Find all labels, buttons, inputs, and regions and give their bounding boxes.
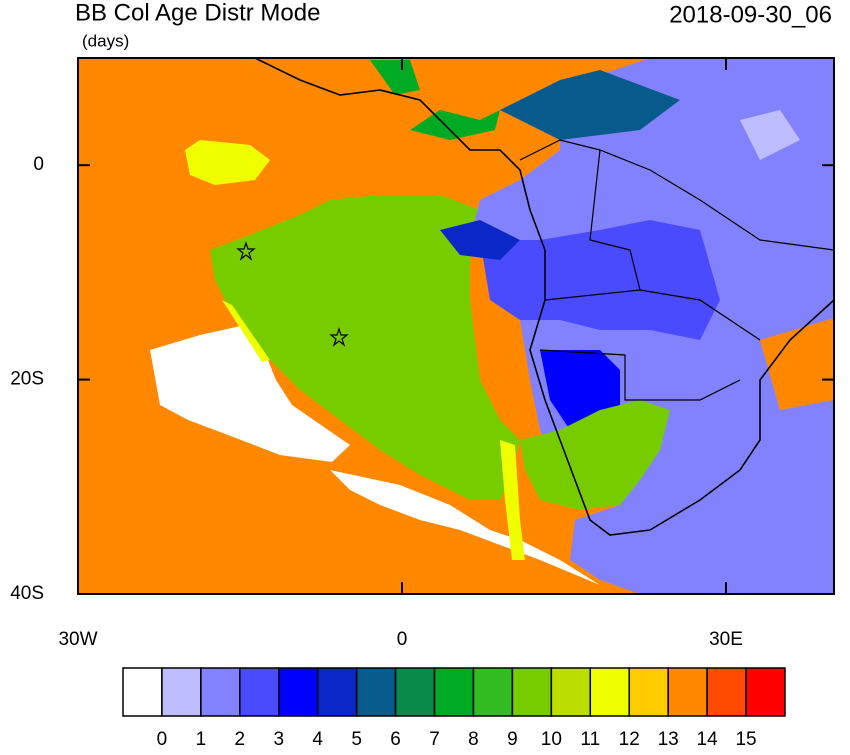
- colorbar-box: [316, 667, 358, 717]
- teal-area: [500, 70, 680, 140]
- date: 2018-09-30_06: [669, 1, 832, 28]
- colorbar-label: 12: [619, 729, 640, 750]
- blue-dark: [480, 220, 720, 340]
- colorbar-box: [628, 667, 669, 717]
- colorbar-label: 15: [735, 729, 756, 750]
- map-frame: [77, 57, 835, 595]
- white-area: [150, 325, 350, 462]
- blue-deep: [440, 220, 520, 260]
- colorbar-label: 6: [390, 729, 401, 750]
- colorbar-box: [278, 667, 319, 717]
- border: [589, 149, 641, 291]
- y-tick-label: 0: [33, 154, 44, 175]
- ticks: 30W 0 30E 0 20S 40S: [10, 58, 834, 650]
- colorbar-label: 10: [541, 729, 562, 750]
- colorbar-box: [433, 667, 475, 717]
- marker-star: [329, 327, 349, 347]
- green-area: [210, 195, 520, 500]
- yellow-streak: [222, 300, 270, 362]
- x-tick-label: 30E: [709, 629, 743, 650]
- colorbar-box: [239, 667, 280, 717]
- border: [519, 139, 834, 251]
- colorbar-label: 1: [196, 729, 207, 750]
- units: (days): [82, 31, 129, 50]
- orange-east: [760, 318, 834, 410]
- colorbar-label: 0: [157, 729, 168, 750]
- colorbar: 0 1 2 3 4 5 6 7 8 9 10 11 12 13 14 15: [122, 667, 786, 750]
- yellow-streak: [500, 440, 525, 560]
- colorbar-label: 2: [235, 729, 246, 750]
- colorbar-label: 9: [507, 729, 518, 750]
- colorbar-box: [589, 667, 630, 717]
- colorbar-box: [745, 667, 786, 717]
- green-coast: [520, 400, 670, 510]
- x-tick-label: 30W: [58, 629, 97, 650]
- y-tick-label: 20S: [10, 369, 44, 390]
- marker-star: [236, 241, 256, 261]
- colorbar-label: 11: [580, 729, 600, 750]
- border: [544, 289, 761, 341]
- white-area: [330, 470, 600, 585]
- colorbar-label: 4: [312, 729, 323, 750]
- y-tick-label: 40S: [10, 583, 44, 604]
- yellow-area: [185, 140, 270, 185]
- colorbar-box: [122, 667, 163, 717]
- colorbar-label: 7: [429, 729, 440, 750]
- coastline: [254, 58, 834, 536]
- colorbar-box: [667, 667, 708, 717]
- x-tick-label: 0: [397, 629, 408, 650]
- colorbar-box: [394, 667, 436, 717]
- colorbar-box: [706, 667, 747, 717]
- colorbar-box: [550, 667, 592, 717]
- colorbar-label: 5: [351, 729, 362, 750]
- colorbar-box: [200, 667, 241, 717]
- light-blue: [740, 110, 800, 160]
- colorbar-box: [511, 667, 553, 717]
- green-dark: [370, 60, 420, 95]
- colorbar-box: [355, 667, 397, 717]
- title: BB Col Age Distr Mode: [75, 0, 320, 26]
- map: [78, 58, 834, 594]
- colorbar-label: 8: [468, 729, 479, 750]
- colorbar-label: 3: [273, 729, 284, 750]
- border: [539, 349, 741, 401]
- colorbar-label: 13: [658, 729, 679, 750]
- colorbar-label: 14: [697, 729, 719, 750]
- colorbar-box: [161, 667, 202, 717]
- green-dark: [410, 110, 500, 140]
- colorbar-box: [472, 667, 514, 717]
